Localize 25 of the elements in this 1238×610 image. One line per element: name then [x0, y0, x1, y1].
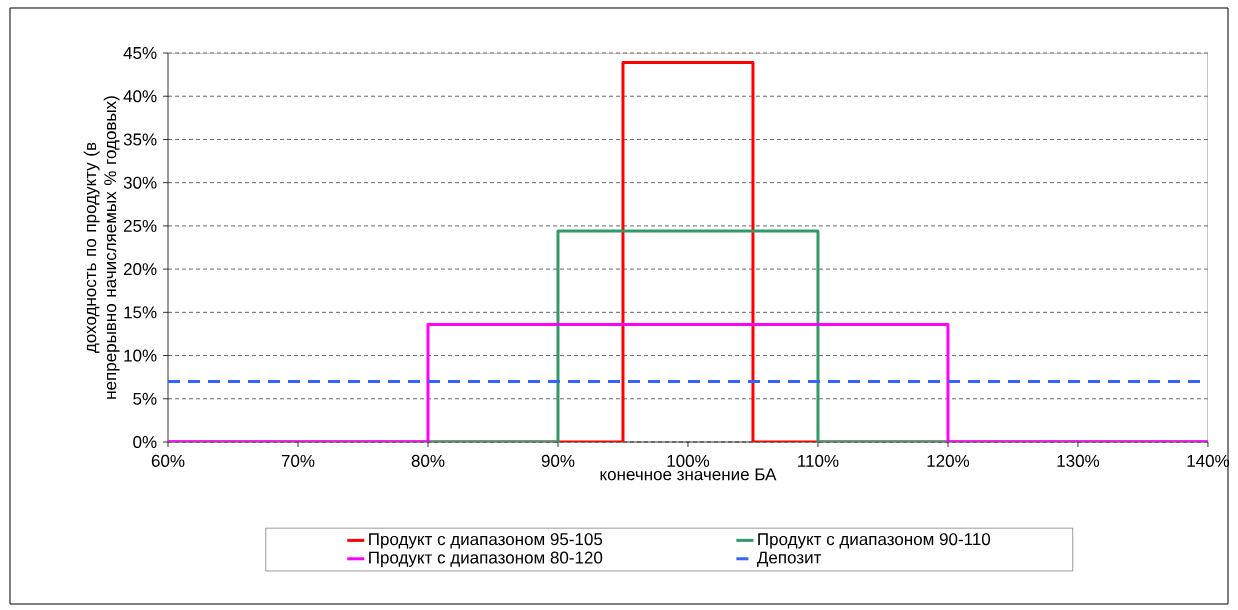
- y-tick-label: 15%: [124, 306, 157, 319]
- x-tick-label: 140%: [1187, 454, 1230, 467]
- y-tick-label: 45%: [123, 47, 157, 59]
- legend-label: Продукт с диапазоном 95-105: [369, 533, 603, 549]
- x-tick-label: 60%: [151, 454, 185, 467]
- legend-label: Продукт с диапазоном 90-110: [758, 533, 991, 549]
- y-tick-label: 40%: [123, 90, 157, 103]
- x-tick-label: 120%: [927, 454, 970, 467]
- x-tick-label: 80%: [411, 454, 445, 467]
- y-tick-label: 0%: [133, 435, 157, 449]
- x-tick-label: 70%: [281, 454, 315, 467]
- x-tick-label: 100%: [667, 454, 710, 467]
- legend-label: Депозит: [757, 551, 822, 567]
- x-tick-label: 110%: [798, 454, 839, 467]
- y-tick-label: 35%: [123, 133, 157, 146]
- x-tick-label: 130%: [1057, 454, 1100, 467]
- y-tick-label: 25%: [123, 219, 157, 232]
- x-tick-label: 90%: [541, 454, 575, 467]
- legend-label: Продукт с диапазоном 80-120: [369, 551, 603, 567]
- y-axis-title: доходность по продукту (в непрерывно начисляемых % годовых): [83, 96, 120, 399]
- y-tick-label: 10%: [124, 349, 157, 362]
- y-tick-label: 20%: [123, 263, 157, 276]
- y-tick-label: 5%: [133, 392, 157, 405]
- y-tick-label: 30%: [123, 176, 157, 189]
- x-axis-title: конечное значение БА: [600, 468, 777, 481]
